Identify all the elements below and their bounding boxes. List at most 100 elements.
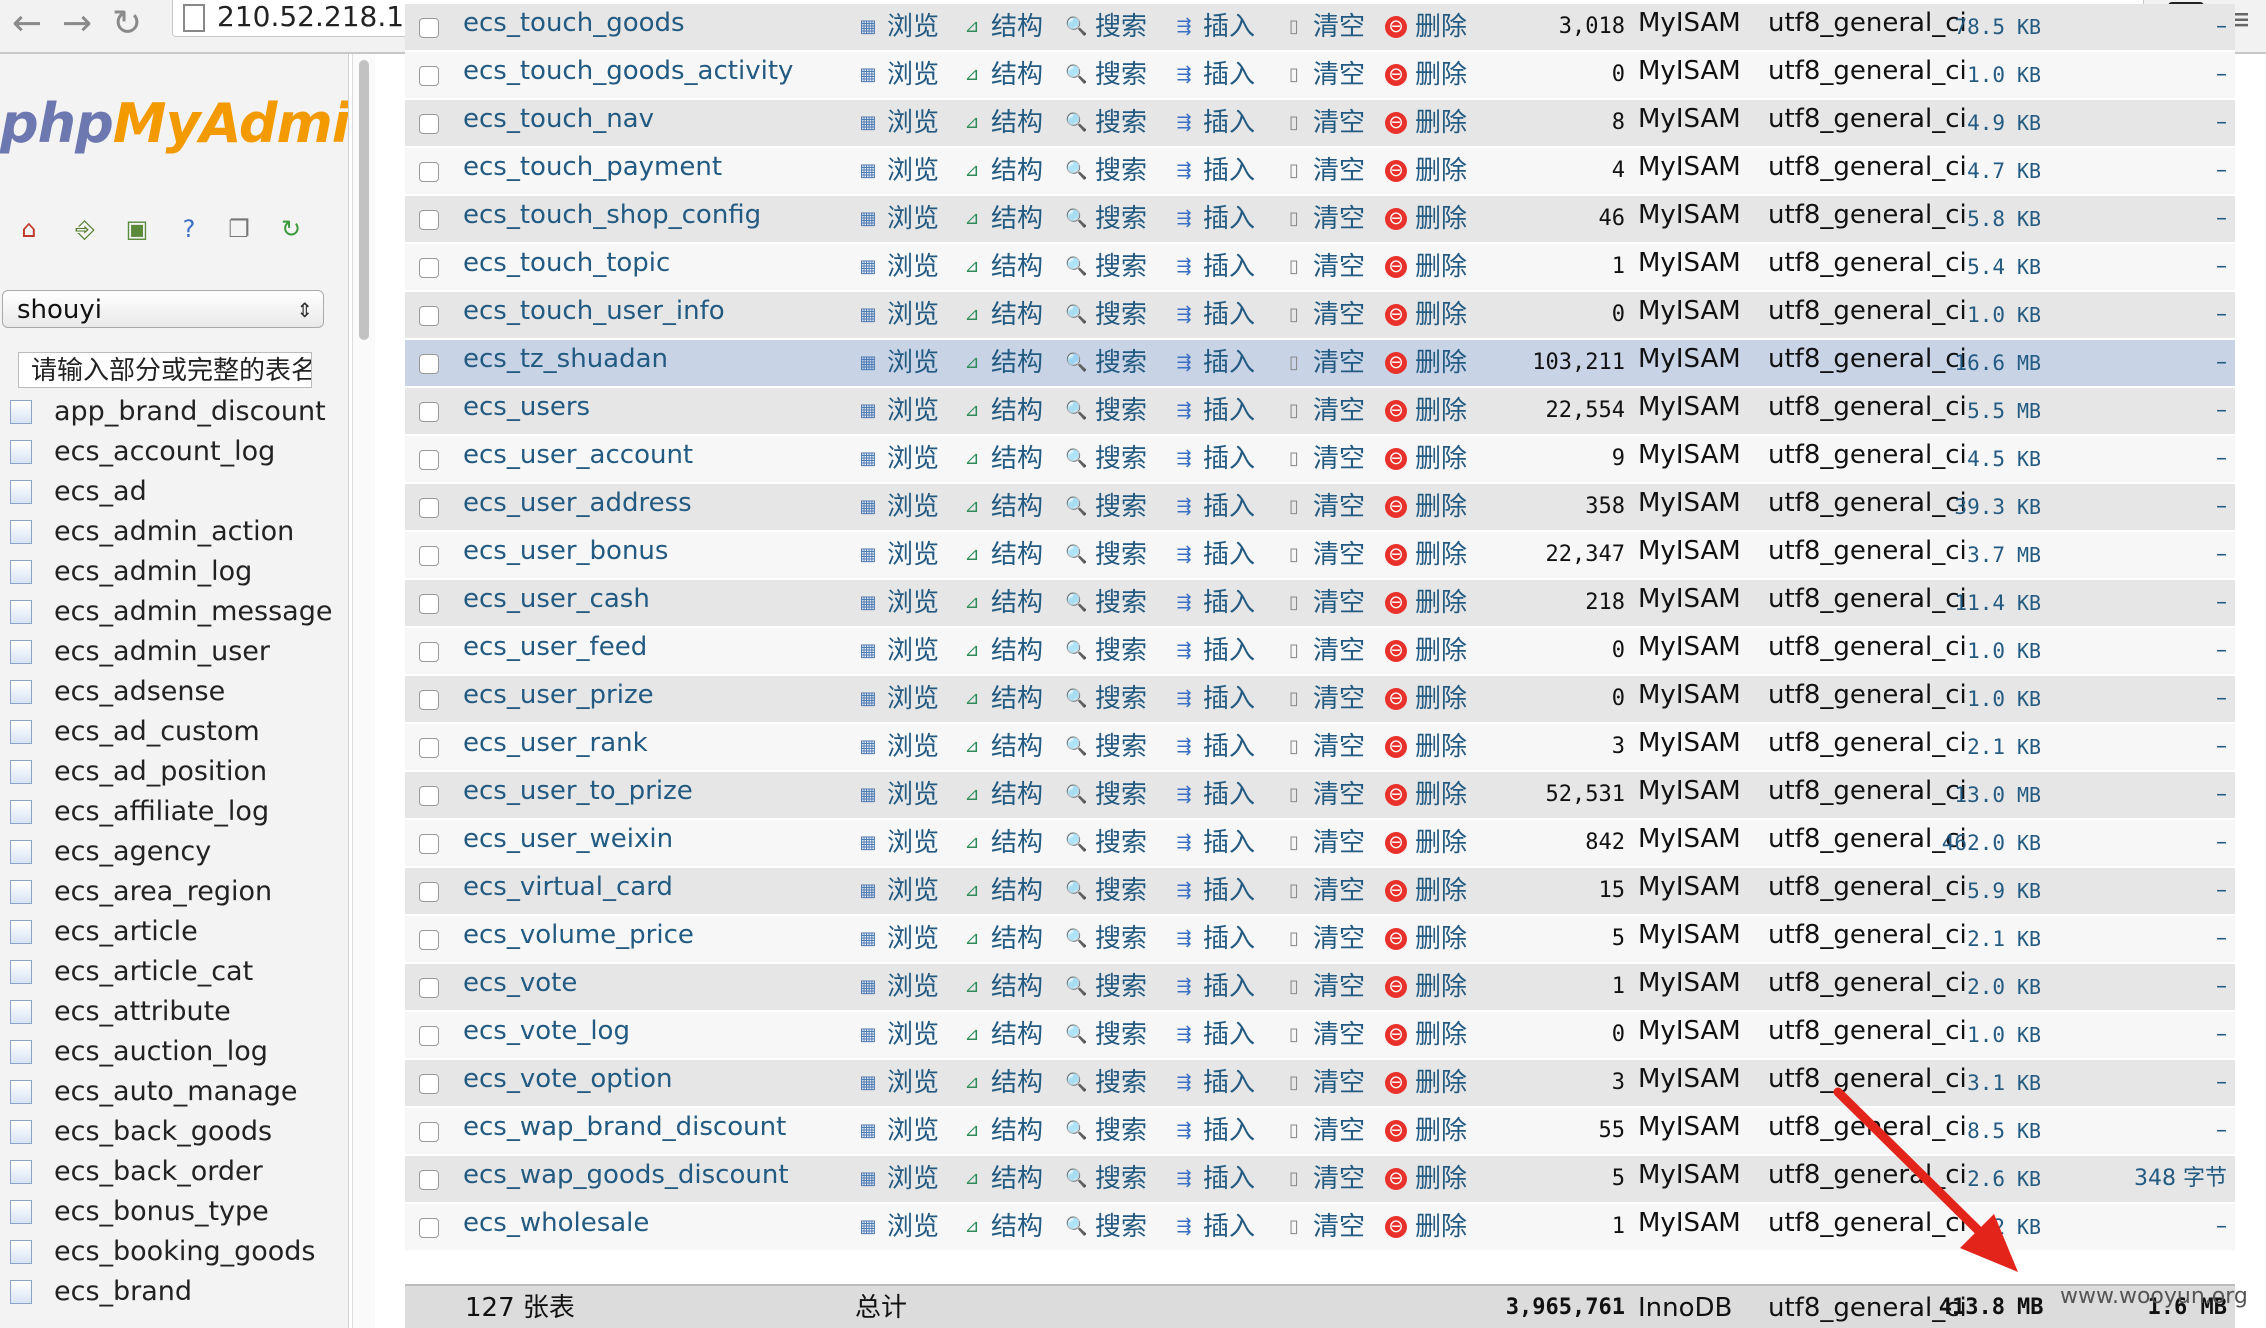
table-row[interactable]: ecs_user_rank ▦ 浏览 ⊿ 结构 🔍 搜索 ⇶ 插入 ▯ 清空 ⊖ 删除 3 MyISAM ut… (405, 724, 2235, 772)
sidebar-table-item[interactable]: ecs_admin_user (0, 632, 348, 672)
drop-icon[interactable]: ⊖ (1385, 544, 1407, 566)
browse-icon[interactable]: ▦ (859, 1216, 877, 1237)
sidebar-table-label[interactable]: ecs_admin_user (54, 636, 271, 667)
table-name-link[interactable]: ecs_user_feed (463, 632, 648, 662)
empty-icon[interactable]: ▯ (1289, 880, 1299, 901)
row-checkbox[interactable] (419, 18, 439, 38)
row-checkbox[interactable] (419, 306, 439, 326)
table-row[interactable]: ecs_user_feed ▦ 浏览 ⊿ 结构 🔍 搜索 ⇶ 插入 ▯ 清空 ⊖ 删除 0 MyISAM ut… (405, 628, 2235, 676)
table-name-link[interactable]: ecs_touch_goods_activity (463, 56, 794, 86)
insert-label[interactable]: 插入 (1203, 396, 1256, 426)
sidebar-table-label[interactable]: ecs_back_goods (54, 1116, 273, 1147)
browse-icon[interactable]: ▦ (859, 688, 877, 709)
reload-icon[interactable]: ↻ (112, 3, 143, 44)
insert-label[interactable]: 插入 (1203, 444, 1256, 474)
sidebar-table-item[interactable]: ecs_account_log (0, 432, 348, 472)
browse-icon[interactable]: ▦ (859, 448, 877, 469)
row-checkbox[interactable] (419, 210, 439, 230)
table-row[interactable]: ecs_touch_topic ▦ 浏览 ⊿ 结构 🔍 搜索 ⇶ 插入 ▯ 清空 ⊖ 删除 1 MyISAM… (405, 244, 2235, 292)
row-checkbox[interactable] (419, 1074, 439, 1094)
structure-label[interactable]: 结构 (991, 684, 1044, 714)
search-icon[interactable]: 🔍 (1065, 640, 1088, 661)
browse-icon[interactable]: ▦ (859, 976, 877, 997)
sidebar-table-item[interactable]: ecs_back_order (0, 1152, 348, 1192)
table-row[interactable]: ecs_vote ▦ 浏览 ⊿ 结构 🔍 搜索 ⇶ 插入 ▯ 清空 ⊖ 删除 1 MyISAM utf8_ge… (405, 964, 2235, 1012)
structure-icon[interactable]: ⊿ (964, 1120, 980, 1141)
row-checkbox[interactable] (419, 882, 439, 902)
row-checkbox[interactable] (419, 450, 439, 470)
browse-label[interactable]: 浏览 (887, 204, 940, 234)
empty-label[interactable]: 清空 (1313, 924, 1366, 954)
empty-icon[interactable]: ▯ (1289, 64, 1299, 85)
sidebar-table-item[interactable]: app_brand_discount (0, 392, 348, 432)
empty-label[interactable]: 清空 (1313, 876, 1366, 906)
table-row[interactable]: ecs_user_cash ▦ 浏览 ⊿ 结构 🔍 搜索 ⇶ 插入 ▯ 清空 ⊖ 删除 218 MyISAM… (405, 580, 2235, 628)
browse-icon[interactable]: ▦ (859, 1168, 877, 1189)
structure-label[interactable]: 结构 (991, 588, 1044, 618)
insert-label[interactable]: 插入 (1203, 204, 1256, 234)
refresh-icon[interactable]: ↻ (280, 215, 302, 243)
table-row[interactable]: ecs_user_account ▦ 浏览 ⊿ 结构 🔍 搜索 ⇶ 插入 ▯ 清空 ⊖ 删除 9 MyISA… (405, 436, 2235, 484)
drop-icon[interactable]: ⊖ (1385, 640, 1407, 662)
drop-label[interactable]: 删除 (1415, 636, 1468, 666)
row-checkbox[interactable] (419, 1170, 439, 1190)
drop-icon[interactable]: ⊖ (1385, 1120, 1407, 1142)
drop-icon[interactable]: ⊖ (1385, 688, 1407, 710)
table-filter-input[interactable]: 请输入部分或完整的表名 (18, 352, 312, 388)
sidebar-scrollbar[interactable] (352, 54, 375, 1328)
drop-label[interactable]: 删除 (1415, 588, 1468, 618)
structure-label[interactable]: 结构 (991, 444, 1044, 474)
table-icon[interactable] (10, 1000, 32, 1024)
search-icon[interactable]: 🔍 (1065, 688, 1088, 709)
sidebar-table-item[interactable]: ecs_adsense (0, 672, 348, 712)
table-name-link[interactable]: ecs_user_address (463, 488, 692, 518)
table-name-link[interactable]: ecs_user_prize (463, 680, 654, 710)
table-icon[interactable] (10, 1280, 32, 1304)
table-icon[interactable] (10, 680, 32, 704)
search-icon[interactable]: 🔍 (1065, 352, 1088, 373)
insert-icon[interactable]: ⇶ (1176, 16, 1192, 37)
insert-label[interactable]: 插入 (1203, 300, 1256, 330)
search-icon[interactable]: 🔍 (1065, 592, 1088, 613)
table-name-link[interactable]: ecs_touch_user_info (463, 296, 725, 326)
empty-icon[interactable]: ▯ (1289, 544, 1299, 565)
drop-icon[interactable]: ⊖ (1385, 1216, 1407, 1238)
search-label[interactable]: 搜索 (1095, 396, 1148, 426)
structure-icon[interactable]: ⊿ (964, 400, 980, 421)
sidebar-table-label[interactable]: ecs_agency (54, 836, 212, 867)
insert-label[interactable]: 插入 (1203, 108, 1256, 138)
drop-icon[interactable]: ⊖ (1385, 592, 1407, 614)
search-label[interactable]: 搜索 (1095, 828, 1148, 858)
empty-label[interactable]: 清空 (1313, 252, 1366, 282)
empty-icon[interactable]: ▯ (1289, 448, 1299, 469)
search-icon[interactable]: 🔍 (1065, 400, 1088, 421)
browse-icon[interactable]: ▦ (859, 880, 877, 901)
empty-icon[interactable]: ▯ (1289, 1072, 1299, 1093)
browse-label[interactable]: 浏览 (887, 732, 940, 762)
structure-icon[interactable]: ⊿ (964, 1024, 980, 1045)
table-row[interactable]: ecs_volume_price ▦ 浏览 ⊿ 结构 🔍 搜索 ⇶ 插入 ▯ 清空 ⊖ 删除 5 MyISA… (405, 916, 2235, 964)
search-label[interactable]: 搜索 (1095, 252, 1148, 282)
browse-icon[interactable]: ▦ (859, 16, 877, 37)
browse-label[interactable]: 浏览 (887, 828, 940, 858)
empty-label[interactable]: 清空 (1313, 444, 1366, 474)
table-icon[interactable] (10, 400, 32, 424)
table-row[interactable]: ecs_wap_brand_discount ▦ 浏览 ⊿ 结构 🔍 搜索 ⇶ 插入 ▯ 清空 ⊖ 删除… (405, 1108, 2235, 1156)
empty-label[interactable]: 清空 (1313, 300, 1366, 330)
search-label[interactable]: 搜索 (1095, 684, 1148, 714)
table-name-link[interactable]: ecs_user_account (463, 440, 694, 470)
drop-label[interactable]: 删除 (1415, 156, 1468, 186)
empty-icon[interactable]: ▯ (1289, 112, 1299, 133)
structure-label[interactable]: 结构 (991, 156, 1044, 186)
drop-icon[interactable]: ⊖ (1385, 976, 1407, 998)
search-icon[interactable]: 🔍 (1065, 832, 1088, 853)
browse-icon[interactable]: ▦ (859, 736, 877, 757)
structure-label[interactable]: 结构 (991, 1164, 1044, 1194)
row-checkbox[interactable] (419, 930, 439, 950)
insert-icon[interactable]: ⇶ (1176, 304, 1192, 325)
empty-icon[interactable]: ▯ (1289, 640, 1299, 661)
browse-label[interactable]: 浏览 (887, 876, 940, 906)
drop-icon[interactable]: ⊖ (1385, 160, 1407, 182)
structure-label[interactable]: 结构 (991, 780, 1044, 810)
browse-label[interactable]: 浏览 (887, 1116, 940, 1146)
